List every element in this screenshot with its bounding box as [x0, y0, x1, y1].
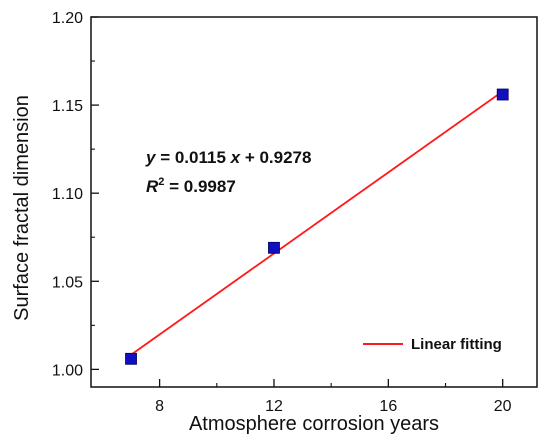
x-tick-label: 20 [494, 398, 512, 415]
r-squared-label: R2 = 0.9987 [146, 176, 236, 196]
points-layer [125, 88, 509, 365]
y-axis-title: Surface fractal dimension [11, 95, 33, 321]
x-axis-title: Atmosphere corrosion years [189, 413, 439, 435]
legend: Linear fitting [363, 336, 502, 353]
data-point [496, 88, 509, 101]
y-tick-label: 1.00 [52, 362, 83, 379]
x-tick-label: 8 [155, 398, 164, 415]
fit-equation: y = 0.0115 x + 0.9278 [145, 148, 311, 167]
legend-label: Linear fitting [411, 336, 502, 353]
fit-line [130, 90, 504, 356]
x-tick-label: 12 [265, 398, 283, 415]
x-tick-label: 16 [379, 398, 397, 415]
y-tick-label: 1.15 [52, 98, 83, 115]
y-tick-label: 1.20 [52, 10, 83, 27]
fit-layer [130, 90, 504, 356]
axes: 8 12 16 20 1.00 1.05 1.10 1.15 1.20 [52, 10, 538, 415]
data-point [125, 352, 137, 365]
data-point [268, 241, 280, 254]
y-tick-label: 1.05 [52, 274, 83, 291]
plot-frame [90, 16, 538, 388]
y-tick-label: 1.10 [52, 186, 83, 203]
